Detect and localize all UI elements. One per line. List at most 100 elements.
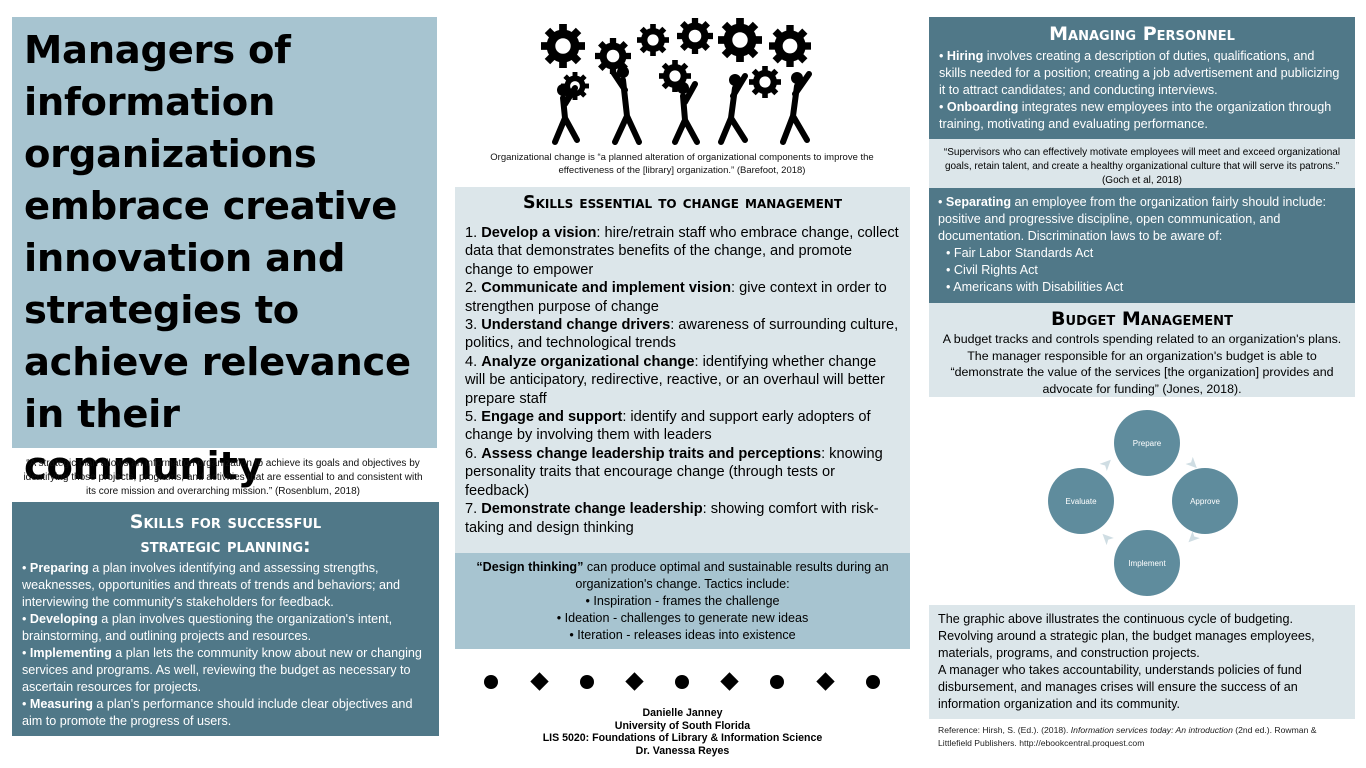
item-text: a plan's performance should include clea… [22,697,413,728]
design-tactic: • Ideation - challenges to generate new … [556,611,809,625]
budget-explanation-panel: The graphic above illustrates the contin… [929,605,1355,719]
item-text: : knowing personality traits that encour… [465,445,883,499]
diamond-icon [530,672,549,691]
list-item: 2. Communicate and implement vision: giv… [465,279,900,316]
item-text: : awareness of surrounding culture, poli… [465,317,899,352]
design-thinking-text: can produce optimal and sustainable resu… [575,560,889,591]
managing-personnel-heading: Managing Personnel [1049,23,1235,45]
change-management-heading: Skills essential to change management [522,193,843,213]
hiring-text: • Hiring involves creating a description… [939,49,1340,97]
list-item: 6. Assess change leadership traits and p… [465,445,900,500]
author-credits: Danielle Janney University of South Flor… [500,707,865,757]
list-item: • Developing a plan involves questioning… [22,612,393,643]
budget-text: A budget tracks and controls spending re… [942,332,1342,396]
item-term: Implementing [29,646,112,660]
law-label: Fair Labor Standards Act [953,246,1094,260]
item-term: Engage and support [481,409,623,426]
course-name: LIS 5020: Foundations of Library & Infor… [542,732,823,745]
circle-icon [675,675,689,689]
divider-ornament [478,670,898,696]
design-thinking-intro: “Design thinking” can produce optimal an… [465,559,900,593]
design-tactic: • Iteration - releases ideas into existe… [569,628,796,642]
diamond-icon [720,672,739,691]
budget-cycle-diagram: Prepare Approve Implement Evaluate ➤ ➤ ➤… [1040,410,1240,600]
law-item: • Fair Labor Standards Act [946,246,1094,260]
strategic-plan-quote: “A strategic plan allows an information … [23,458,423,497]
separating-text: • Separating an employee from the organi… [938,195,1327,243]
item-number: 4. [465,353,482,370]
change-skills-list: 1. Develop a vision: hire/retrain staff … [465,224,900,537]
item-term: Developing [29,612,98,626]
onboarding-body: integrates new employees into the organi… [939,100,1332,131]
personnel-quote: “Supervisors who can effectively motivat… [929,139,1355,188]
list-item: 4. Analyze organizational change: identi… [465,353,900,408]
law-item: • Americans with Disabilities Act [946,280,1124,294]
item-number: 7. [465,501,482,518]
item-text: a plan involves questioning the organiza… [22,612,393,643]
strategic-planning-heading: Skills for successful strategic planning… [22,510,429,558]
instructor-name: Dr. Vanessa Reyes [635,744,730,757]
author-name: Danielle Janney [642,707,723,719]
design-thinking-panel: “Design thinking” can produce optimal an… [455,553,910,649]
poster-title: Managers of information organizations em… [24,28,411,489]
item-number: 5. [465,409,482,426]
item-text: : identify and support early adopters of… [465,409,871,444]
diamond-icon [816,672,835,691]
item-term: Understand change drivers [481,317,671,334]
cycle-node-implement: Implement [1114,530,1180,596]
list-item: • Measuring a plan's performance should … [22,697,413,728]
design-tactic: • Inspiration - frames the challenge [585,594,780,608]
item-number: 2. [465,280,482,297]
separating-term: Separating [945,195,1012,209]
separating-body: an employee from the organization fairly… [938,195,1327,243]
item-text: a plan involves identifying and assessin… [22,561,401,609]
cycle-node-prepare: Prepare [1114,410,1180,476]
item-text: : hire/retrain staff who embrace change,… [465,225,899,278]
list-item: 5. Engage and support: identify and supp… [465,408,900,445]
item-term: Measuring [29,697,93,711]
strategic-heading-line1: Skills for successful [129,511,322,533]
circle-icon [484,675,498,689]
onboarding-text: • Onboarding integrates new employees in… [939,100,1332,131]
change-management-panel: Skills essential to change management 1.… [455,187,910,553]
reference-prefix: Reference: Hirsh, S. (Ed.). (2018). [938,725,1071,735]
design-thinking-term: “Design thinking” [476,560,584,574]
budget-explain-1: The graphic above illustrates the contin… [938,612,1315,660]
gears-icon [541,18,812,145]
item-number: 3. [465,317,482,334]
item-term: Analyze organizational change [481,353,695,370]
item-text: : showing comfort with risk-taking and d… [465,501,879,536]
cycle-node-evaluate: Evaluate [1048,468,1114,534]
reference-title: Information services today: An introduct… [1070,725,1233,735]
hiring-term: Hiring [946,49,984,63]
diamond-icon [625,672,644,691]
circle-icon [770,675,784,689]
strategic-heading-line2: strategic planning: [140,535,311,557]
budget-management-panel: Budget Management A budget tracks and co… [929,303,1355,397]
item-text: : give context in order to strengthen pu… [465,280,887,315]
item-number: 6. [465,445,482,462]
onboarding-term: Onboarding [946,100,1019,114]
arrow-icon: ➤ [1096,526,1118,549]
list-item: • Implementing a plan lets the community… [22,646,422,694]
item-term: Communicate and implement vision [481,280,731,297]
managing-personnel-panel: Managing Personnel • Hiring involves cre… [929,17,1355,139]
cycle-node-approve: Approve [1172,468,1238,534]
law-label: Civil Rights Act [953,263,1038,277]
list-item: 1. Develop a vision: hire/retrain staff … [465,224,900,279]
reference-citation: Reference: Hirsh, S. (Ed.). (2018). Info… [938,724,1348,749]
item-term: Develop a vision [481,225,597,241]
gears-people-illustration [535,18,835,146]
title-panel: Managers of information organizations em… [12,17,437,489]
item-text: : identifying whether change will be ant… [465,353,885,407]
author-school: University of South Florida [614,719,751,732]
item-text: a plan lets the community know about new… [22,646,422,694]
budget-management-heading: Budget Management [1051,308,1233,330]
reference-suffix: (2nd ed.). Rowman & Littlefield Publishe… [938,725,1317,748]
separating-panel: • Separating an employee from the organi… [929,188,1355,303]
item-number: 1. [465,225,482,241]
strategic-planning-list: • Preparing a plan involves identifying … [22,560,429,730]
strategic-planning-panel: Skills for successful strategic planning… [12,502,439,736]
law-label: Americans with Disabilities Act [953,280,1124,294]
organizational-change-caption: Organizational change is “a planned alte… [490,152,874,176]
